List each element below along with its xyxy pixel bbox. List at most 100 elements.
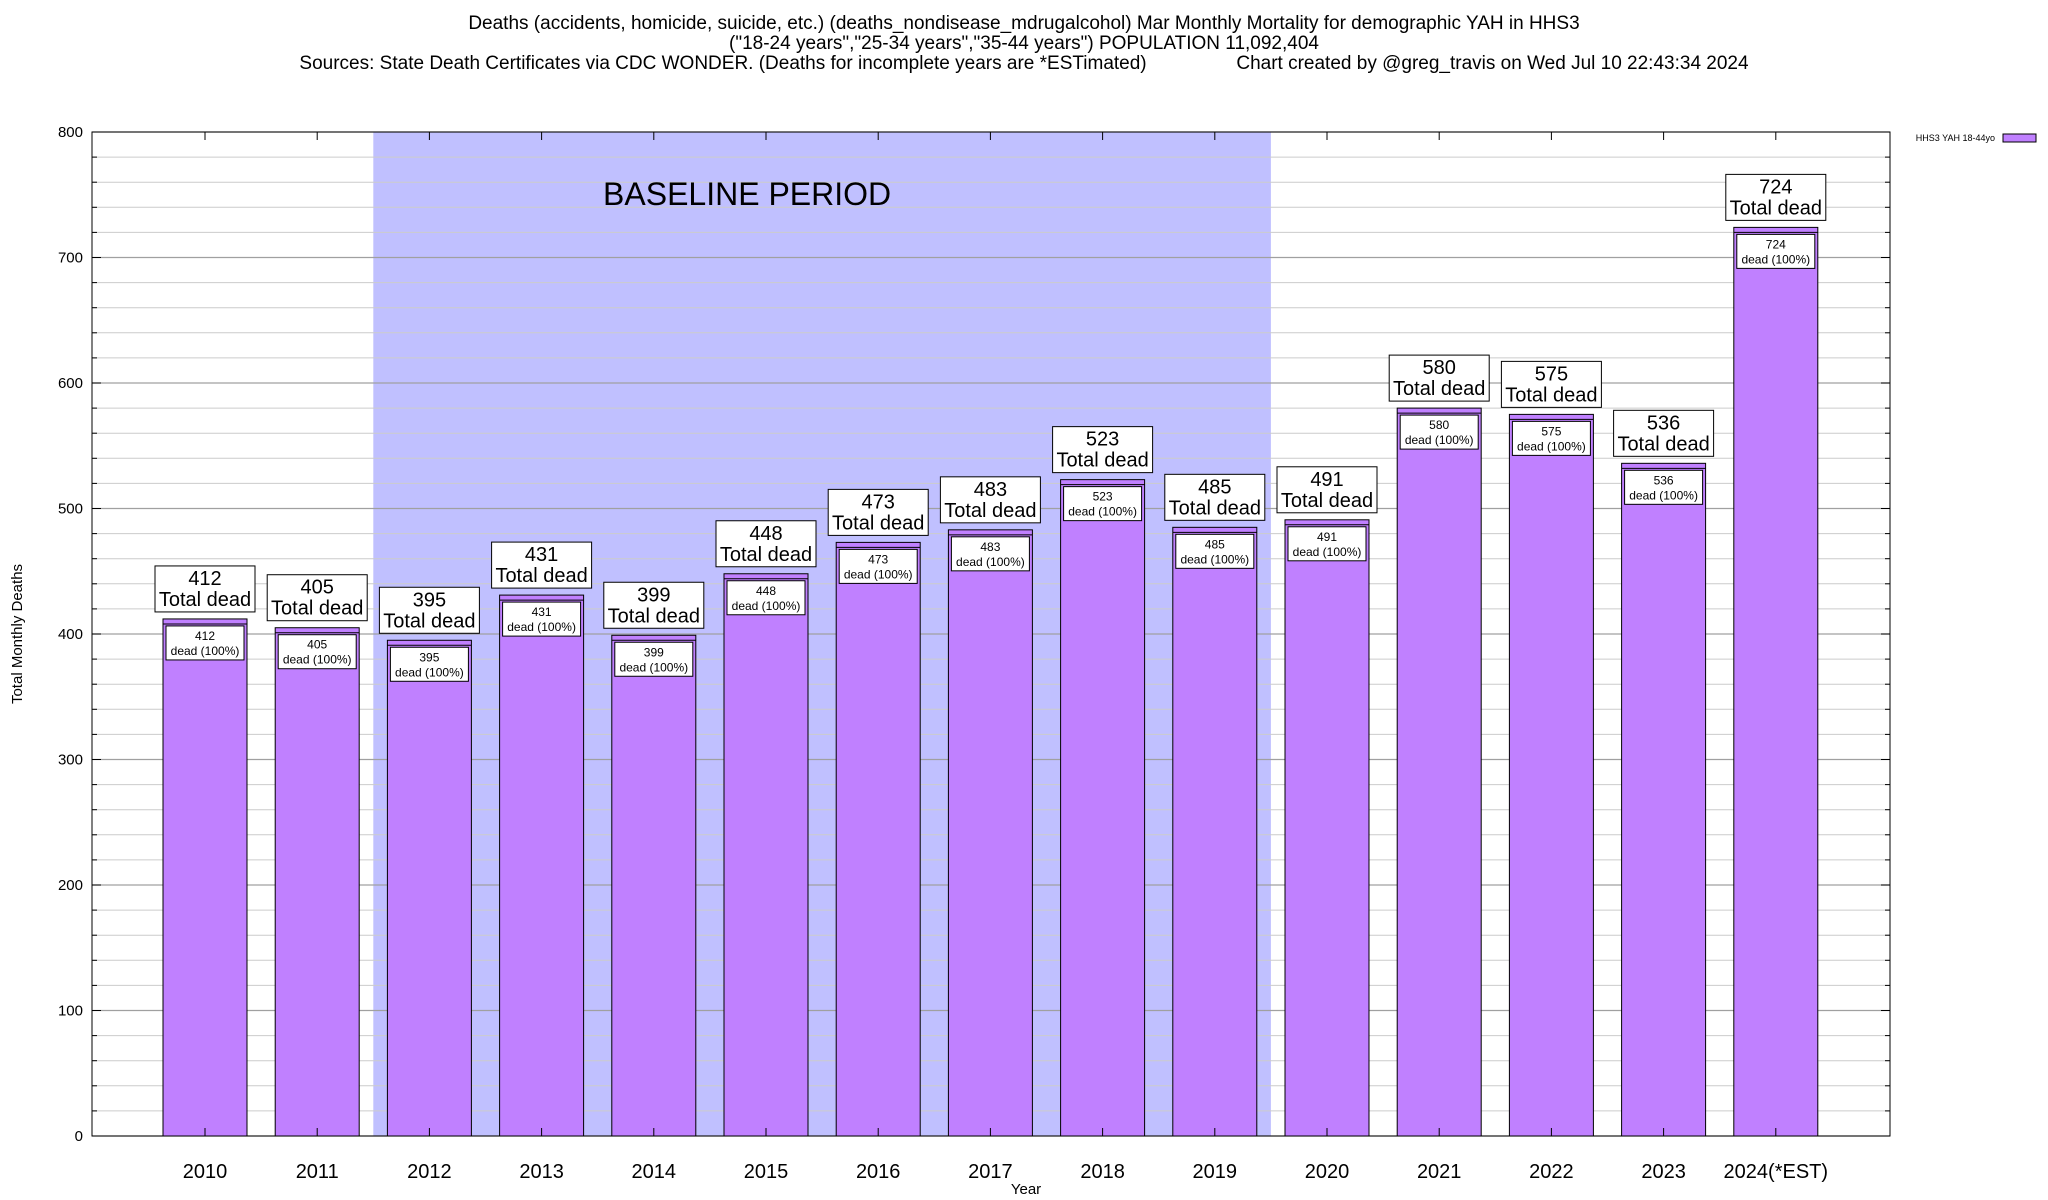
top-label-box: [1613, 409, 1715, 457]
baseline-period-label: BASELINE PERIOD: [603, 176, 891, 212]
top-label-value: 448: [749, 523, 782, 545]
chart-title-line-2: ("18-24 years","25-34 years","35-44 year…: [729, 33, 1319, 54]
bar: [1060, 479, 1146, 1137]
bar: [1284, 519, 1370, 1137]
inner-label-value: 431: [532, 605, 552, 619]
inner-label-box: [1511, 420, 1591, 456]
top-label-text: Total dead: [1169, 497, 1261, 519]
top-label-box: [378, 586, 480, 634]
y-tick-label: 800: [58, 124, 83, 141]
bar: [386, 639, 472, 1137]
top-label-value: 431: [525, 544, 558, 566]
top-label-box: [491, 541, 593, 589]
x-tick-label: 2021: [1417, 1161, 1462, 1183]
inner-label-text: dead (100%): [1405, 433, 1474, 447]
top-label-box: [266, 574, 368, 622]
bar: [723, 573, 809, 1137]
top-label-text: Total dead: [608, 605, 700, 627]
chart-title-line-1: Deaths (accidents, homicide, suicide, et…: [468, 13, 1580, 34]
inner-label-text: dead (100%): [395, 665, 464, 679]
bar: [1508, 413, 1594, 1137]
inner-label-box: [1399, 414, 1479, 450]
inner-label-text: dead (100%): [1293, 545, 1362, 559]
top-label-box: [1500, 360, 1602, 408]
top-label-box: [827, 488, 929, 536]
x-tick-label: 2018: [1080, 1161, 1125, 1183]
inner-label-text: dead (100%): [844, 567, 913, 581]
top-label-text: Total dead: [383, 610, 475, 632]
inner-label-value: 399: [644, 645, 664, 659]
inner-label-value: 412: [195, 629, 215, 643]
y-axis: 0 100 200 300 400 500 600 700 800: [58, 124, 1890, 1145]
y-axis-label: Total Monthly Deaths: [9, 564, 26, 704]
top-label-value: 580: [1423, 357, 1456, 379]
legend-swatch: [2002, 133, 2037, 143]
y-tick-label: 700: [58, 250, 83, 267]
top-label-value: 485: [1198, 476, 1231, 498]
inner-label-box: [1175, 533, 1255, 569]
inner-label-text: dead (100%): [1741, 252, 1810, 266]
y-tick-label: 0: [75, 1128, 83, 1145]
inner-label-value: 523: [1093, 490, 1113, 504]
top-label-box: [154, 565, 256, 613]
y-tick-label: 100: [58, 1003, 83, 1020]
top-label-value: 483: [974, 479, 1007, 501]
y-tick-label: 200: [58, 877, 83, 894]
top-label-value: 523: [1086, 429, 1119, 451]
bar: [1733, 226, 1819, 1137]
inner-label-value: 473: [868, 552, 888, 566]
inner-label-value: 575: [1541, 424, 1561, 438]
inner-label-value: 485: [1205, 537, 1225, 551]
top-label-text: Total dead: [271, 598, 363, 620]
top-label-box: [1725, 173, 1827, 221]
top-label-text: Total dead: [944, 500, 1036, 522]
top-label-text: Total dead: [1281, 490, 1373, 512]
top-label-box: [1052, 426, 1154, 474]
inner-label-text: dead (100%): [283, 653, 352, 667]
inner-label-text: dead (100%): [1068, 505, 1137, 519]
inner-label-value: 491: [1317, 530, 1337, 544]
inner-label-value: 405: [307, 638, 327, 652]
bar: [835, 541, 921, 1137]
bar: [274, 627, 360, 1137]
top-label-text: Total dead: [495, 565, 587, 587]
y-tick-label: 400: [58, 626, 83, 643]
inner-label-value: 536: [1654, 473, 1674, 487]
bar: [611, 634, 697, 1137]
top-label-box: [1164, 473, 1266, 521]
bar: [1621, 462, 1707, 1137]
inner-label-value: 448: [756, 584, 776, 598]
legend-label: HHS3 YAH 18-44yo: [1916, 133, 1995, 143]
bar: [947, 529, 1033, 1137]
inner-label-box: [950, 536, 1030, 572]
x-tick-label: 2011: [296, 1161, 339, 1183]
x-axis: 2010 2011 2012 2013 2014 2015 2016 2017 2018 2019…: [183, 132, 1828, 1183]
top-label-text: Total dead: [1505, 384, 1597, 406]
x-tick-label: 2014: [632, 1161, 677, 1183]
inner-label-text: dead (100%): [619, 660, 688, 674]
x-tick-label: 2015: [744, 1161, 789, 1183]
top-label-text: Total dead: [720, 544, 812, 566]
top-label-box: [1388, 354, 1490, 402]
bar: [1172, 526, 1258, 1137]
top-label-box: [603, 581, 705, 629]
top-label-box: [715, 520, 817, 568]
inner-label-text: dead (100%): [732, 599, 801, 613]
x-tick-label: 2022: [1529, 1161, 1574, 1183]
inner-label-value: 483: [980, 540, 1000, 554]
x-tick-label: 2016: [856, 1161, 901, 1183]
chart-title-line-3: Sources: State Death Certificates via CD…: [299, 53, 1749, 74]
inner-label-text: dead (100%): [1180, 552, 1249, 566]
